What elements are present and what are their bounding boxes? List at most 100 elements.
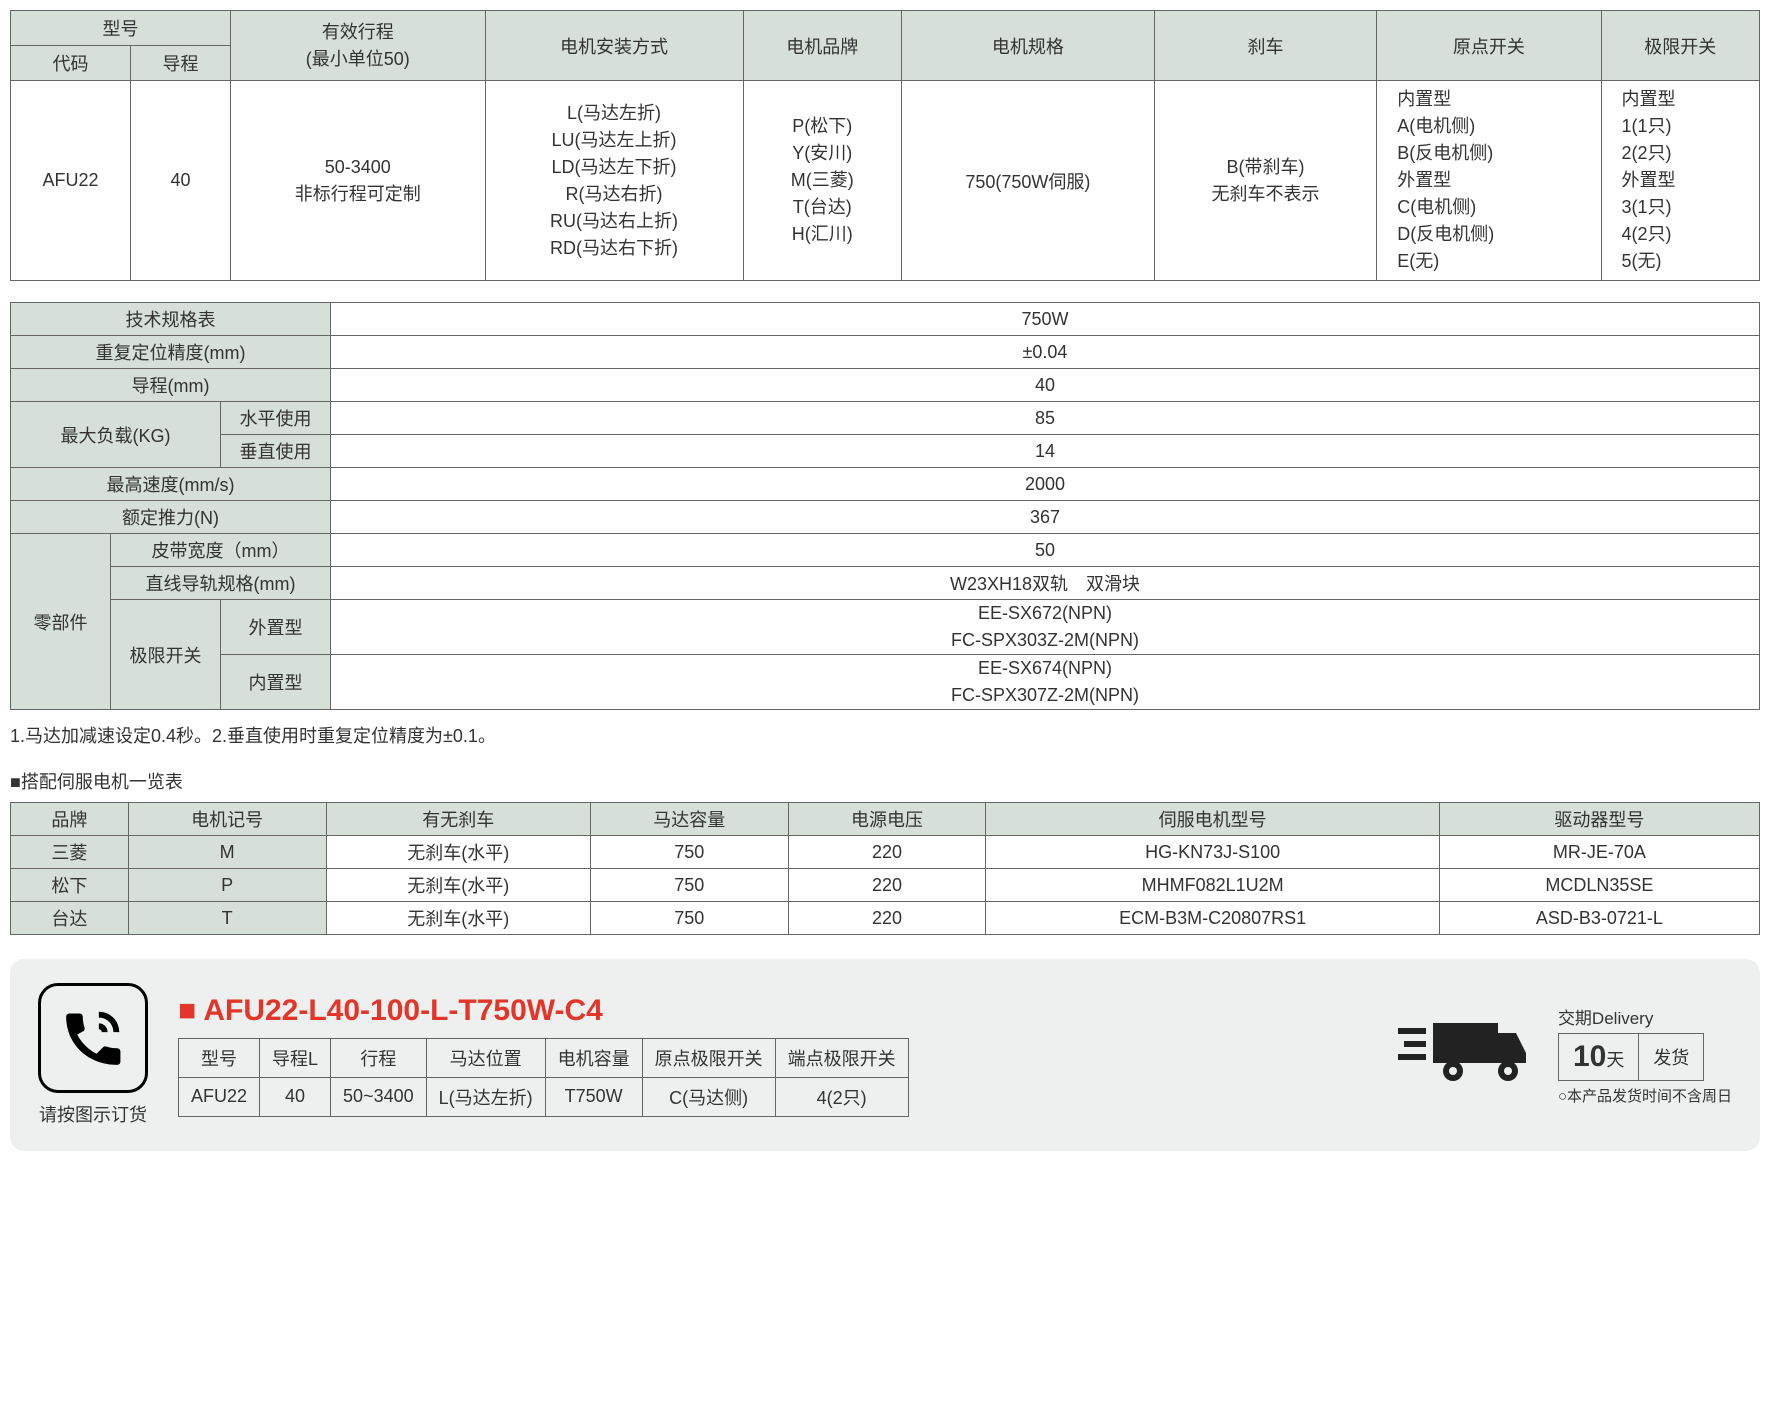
servo-th-3: 马达容量 [590, 803, 788, 836]
order-th: 电机容量 [545, 1038, 642, 1077]
spec-horiz-v: 85 [331, 402, 1760, 435]
servo-td: 无刹车(水平) [326, 869, 590, 902]
td-stroke: 50-3400 非标行程可定制 [231, 81, 486, 281]
servo-header-row: 品牌 电机记号 有无刹车 马达容量 电源电压 伺服电机型号 驱动器型号 [11, 803, 1760, 836]
servo-row: 三菱 M 无刹车(水平) 750 220 HG-KN73J-S100 MR-JE… [11, 836, 1760, 869]
servo-td: 750 [590, 869, 788, 902]
servo-td: 750 [590, 902, 788, 935]
th-motor-spec: 电机规格 [902, 11, 1155, 81]
servo-th-4: 电源电压 [788, 803, 986, 836]
servo-th-5: 伺服电机型号 [986, 803, 1439, 836]
servo-td: 220 [788, 902, 986, 935]
servo-th-0: 品牌 [11, 803, 129, 836]
servo-row: 台达 T 无刹车(水平) 750 220 ECM-B3M-C20807RS1 A… [11, 902, 1760, 935]
servo-row: 松下 P 无刹车(水平) 750 220 MHMF082L1U2M MCDLN3… [11, 869, 1760, 902]
order-td: AFU22 [179, 1077, 260, 1116]
servo-td: 750 [590, 836, 788, 869]
th-code: 代码 [11, 46, 131, 81]
order-th: 原点极限开关 [642, 1038, 775, 1077]
phone-label: 请按图示订货 [38, 1101, 148, 1127]
servo-title: ■搭配伺服电机一览表 [10, 768, 1760, 794]
spec-ext-h: 外置型 [221, 600, 331, 655]
servo-td: 220 [788, 869, 986, 902]
servo-td: ASD-B3-0721-L [1439, 902, 1759, 935]
servo-table: 品牌 电机记号 有无刹车 马达容量 电源电压 伺服电机型号 驱动器型号 三菱 M… [10, 802, 1760, 935]
order-th: 马达位置 [426, 1038, 545, 1077]
truck-icon [1398, 1013, 1528, 1098]
delivery-days-cell: 10天 [1558, 1034, 1638, 1081]
spec-rail-v: W23XH18双轨 双滑块 [331, 567, 1760, 600]
order-td: T750W [545, 1077, 642, 1116]
servo-td: 无刹车(水平) [326, 902, 590, 935]
servo-td: 220 [788, 836, 986, 869]
spec-lead-h: 导程(mm) [11, 369, 331, 402]
order-th: 端点极限开关 [775, 1038, 908, 1077]
delivery-ship: 发货 [1639, 1034, 1704, 1081]
delivery-days: 10 [1573, 1040, 1606, 1073]
td-lead: 40 [131, 81, 231, 281]
th-motor-brand: 电机品牌 [743, 11, 901, 81]
phone-icon [38, 983, 148, 1093]
th-limit: 极限开关 [1601, 11, 1759, 81]
product-code-block: AFU22-L40-100-L-T750W-C4 型号 导程L 行程 马达位置 … [178, 994, 1368, 1117]
servo-td: MCDLN35SE [1439, 869, 1759, 902]
order-td: 40 [260, 1077, 331, 1116]
order-td: C(马达侧) [642, 1077, 775, 1116]
spec-maxload-h: 最大负载(KG) [11, 402, 221, 468]
spec-repeat-v: ±0.04 [331, 336, 1760, 369]
td-code: AFU22 [11, 81, 131, 281]
servo-th-2: 有无刹车 [326, 803, 590, 836]
order-th: 导程L [260, 1038, 331, 1077]
td-brake: B(带刹车) 无刹车不表示 [1154, 81, 1376, 281]
th-lead: 导程 [131, 46, 231, 81]
spec-belt-h: 皮带宽度（mm） [111, 534, 331, 567]
td-limit: 内置型 1(1只) 2(2只) 外置型 3(1只) 4(2只) 5(无) [1601, 81, 1759, 281]
delivery-block: 交期Delivery 10天 发货 ○本产品发货时间不含周日 [1558, 1004, 1732, 1106]
servo-td: T [128, 902, 326, 935]
servo-th-6: 驱动器型号 [1439, 803, 1759, 836]
product-code: AFU22-L40-100-L-T750W-C4 [178, 994, 1368, 1028]
th-brake: 刹车 [1154, 11, 1376, 81]
delivery-days-unit: 天 [1606, 1050, 1624, 1070]
td-motor-brand: P(松下) Y(安川) M(三菱) T(台达) H(汇川) [743, 81, 901, 281]
delivery-note: ○本产品发货时间不含周日 [1558, 1085, 1732, 1106]
spec-int-v2: FC-SPX307Z-2M(NPN) [331, 682, 1760, 710]
order-th: 型号 [179, 1038, 260, 1077]
order-td: 4(2只) [775, 1077, 908, 1116]
td-origin: 内置型 A(电机侧) B(反电机侧) 外置型 C(电机侧) D(反电机侧) E(… [1377, 81, 1601, 281]
spec-ext-v1: EE-SX672(NPN) [331, 600, 1760, 628]
spec-maxspeed-v: 2000 [331, 468, 1760, 501]
spec-belt-v: 50 [331, 534, 1760, 567]
servo-th-1: 电机记号 [128, 803, 326, 836]
order-panel: 请按图示订货 AFU22-L40-100-L-T750W-C4 型号 导程L 行… [10, 959, 1760, 1151]
model-config-table: 型号 有效行程 (最小单位50) 电机安装方式 电机品牌 电机规格 刹车 原点开… [10, 10, 1760, 281]
order-table: 型号 导程L 行程 马达位置 电机容量 原点极限开关 端点极限开关 AFU22 … [178, 1038, 909, 1117]
spec-parts-h: 零部件 [11, 534, 111, 710]
servo-td: HG-KN73J-S100 [986, 836, 1439, 869]
spec-lead-v: 40 [331, 369, 1760, 402]
spec-ext-v2: FC-SPX303Z-2M(NPN) [331, 627, 1760, 655]
spec-int-h: 内置型 [221, 655, 331, 710]
spec-int-v1: EE-SX674(NPN) [331, 655, 1760, 683]
servo-td: 台达 [11, 902, 129, 935]
servo-td: M [128, 836, 326, 869]
spec-tech-h: 技术规格表 [11, 303, 331, 336]
order-td: L(马达左折) [426, 1077, 545, 1116]
delivery-table: 10天 发货 [1558, 1033, 1704, 1081]
th-origin: 原点开关 [1377, 11, 1601, 81]
spec-thrust-v: 367 [331, 501, 1760, 534]
servo-td: 松下 [11, 869, 129, 902]
spec-vert-h: 垂直使用 [221, 435, 331, 468]
spec-maxspeed-h: 最高速度(mm/s) [11, 468, 331, 501]
td-motor-install: L(马达左折) LU(马达左上折) LD(马达左下折) R(马达右折) RU(马… [485, 81, 743, 281]
th-stroke: 有效行程 (最小单位50) [231, 11, 486, 81]
servo-td: 无刹车(水平) [326, 836, 590, 869]
td-motor-spec: 750(750W伺服) [902, 81, 1155, 281]
servo-td: MR-JE-70A [1439, 836, 1759, 869]
servo-td: ECM-B3M-C20807RS1 [986, 902, 1439, 935]
spec-rail-h: 直线导轨规格(mm) [111, 567, 331, 600]
delivery-title: 交期Delivery [1558, 1004, 1732, 1029]
spec-table: 技术规格表 750W 重复定位精度(mm) ±0.04 导程(mm) 40 最大… [10, 302, 1760, 710]
spec-limit-h: 极限开关 [111, 600, 221, 710]
order-th: 行程 [331, 1038, 427, 1077]
